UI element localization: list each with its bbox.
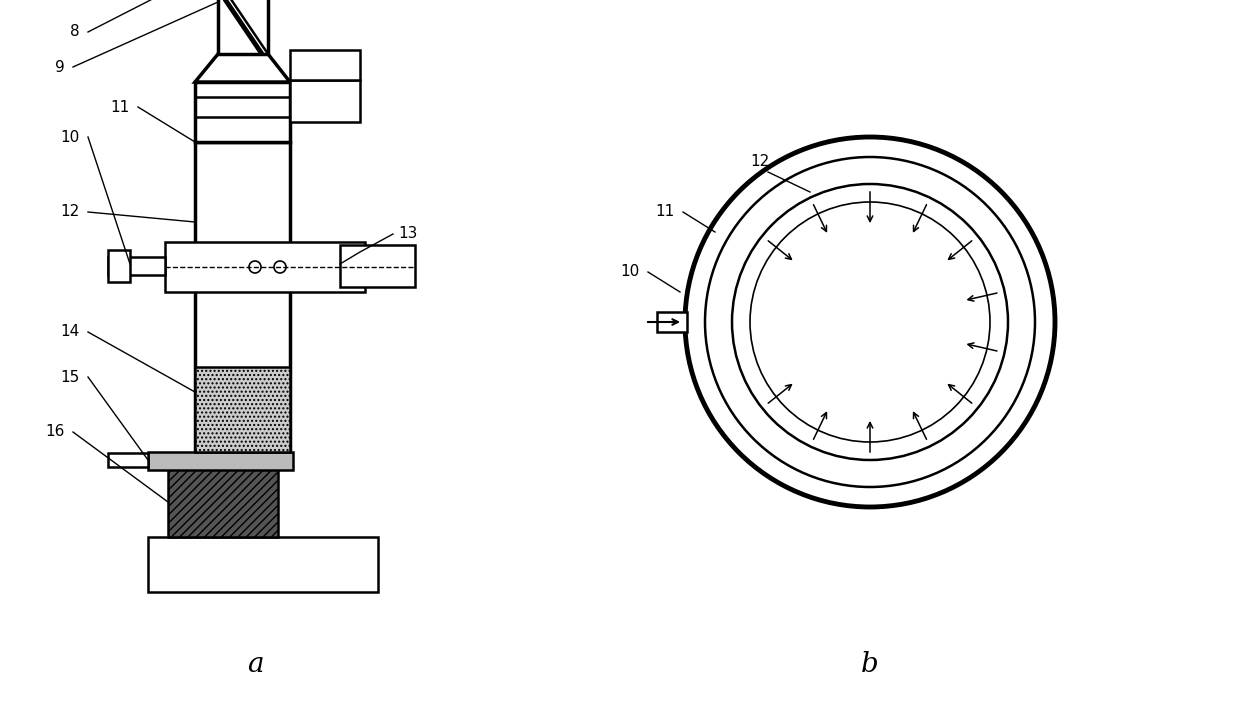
Bar: [165, 242, 365, 292]
Bar: [290, 80, 360, 122]
Text: 10: 10: [61, 129, 81, 144]
Bar: [108, 453, 148, 467]
Text: a: a: [247, 651, 263, 677]
Bar: [218, 0, 268, 54]
Bar: [657, 312, 687, 332]
Bar: [290, 50, 360, 80]
Text: b: b: [861, 651, 879, 677]
Bar: [195, 142, 290, 452]
Text: 11: 11: [656, 204, 675, 219]
Text: 14: 14: [61, 324, 81, 339]
Bar: [167, 467, 278, 537]
Bar: [108, 250, 130, 282]
Text: 9: 9: [56, 59, 64, 74]
Bar: [148, 537, 378, 592]
Bar: [148, 452, 293, 470]
Bar: [195, 82, 290, 142]
Text: 13: 13: [398, 227, 418, 241]
Bar: [340, 245, 415, 287]
Text: 8: 8: [71, 25, 81, 40]
Text: 12: 12: [750, 155, 770, 170]
Text: 10: 10: [621, 264, 640, 279]
Text: 15: 15: [61, 370, 81, 385]
Text: 12: 12: [61, 204, 81, 219]
Text: 11: 11: [110, 100, 130, 115]
Text: 16: 16: [46, 425, 64, 440]
Bar: [108, 257, 165, 275]
Bar: [195, 367, 290, 452]
Polygon shape: [195, 54, 290, 82]
